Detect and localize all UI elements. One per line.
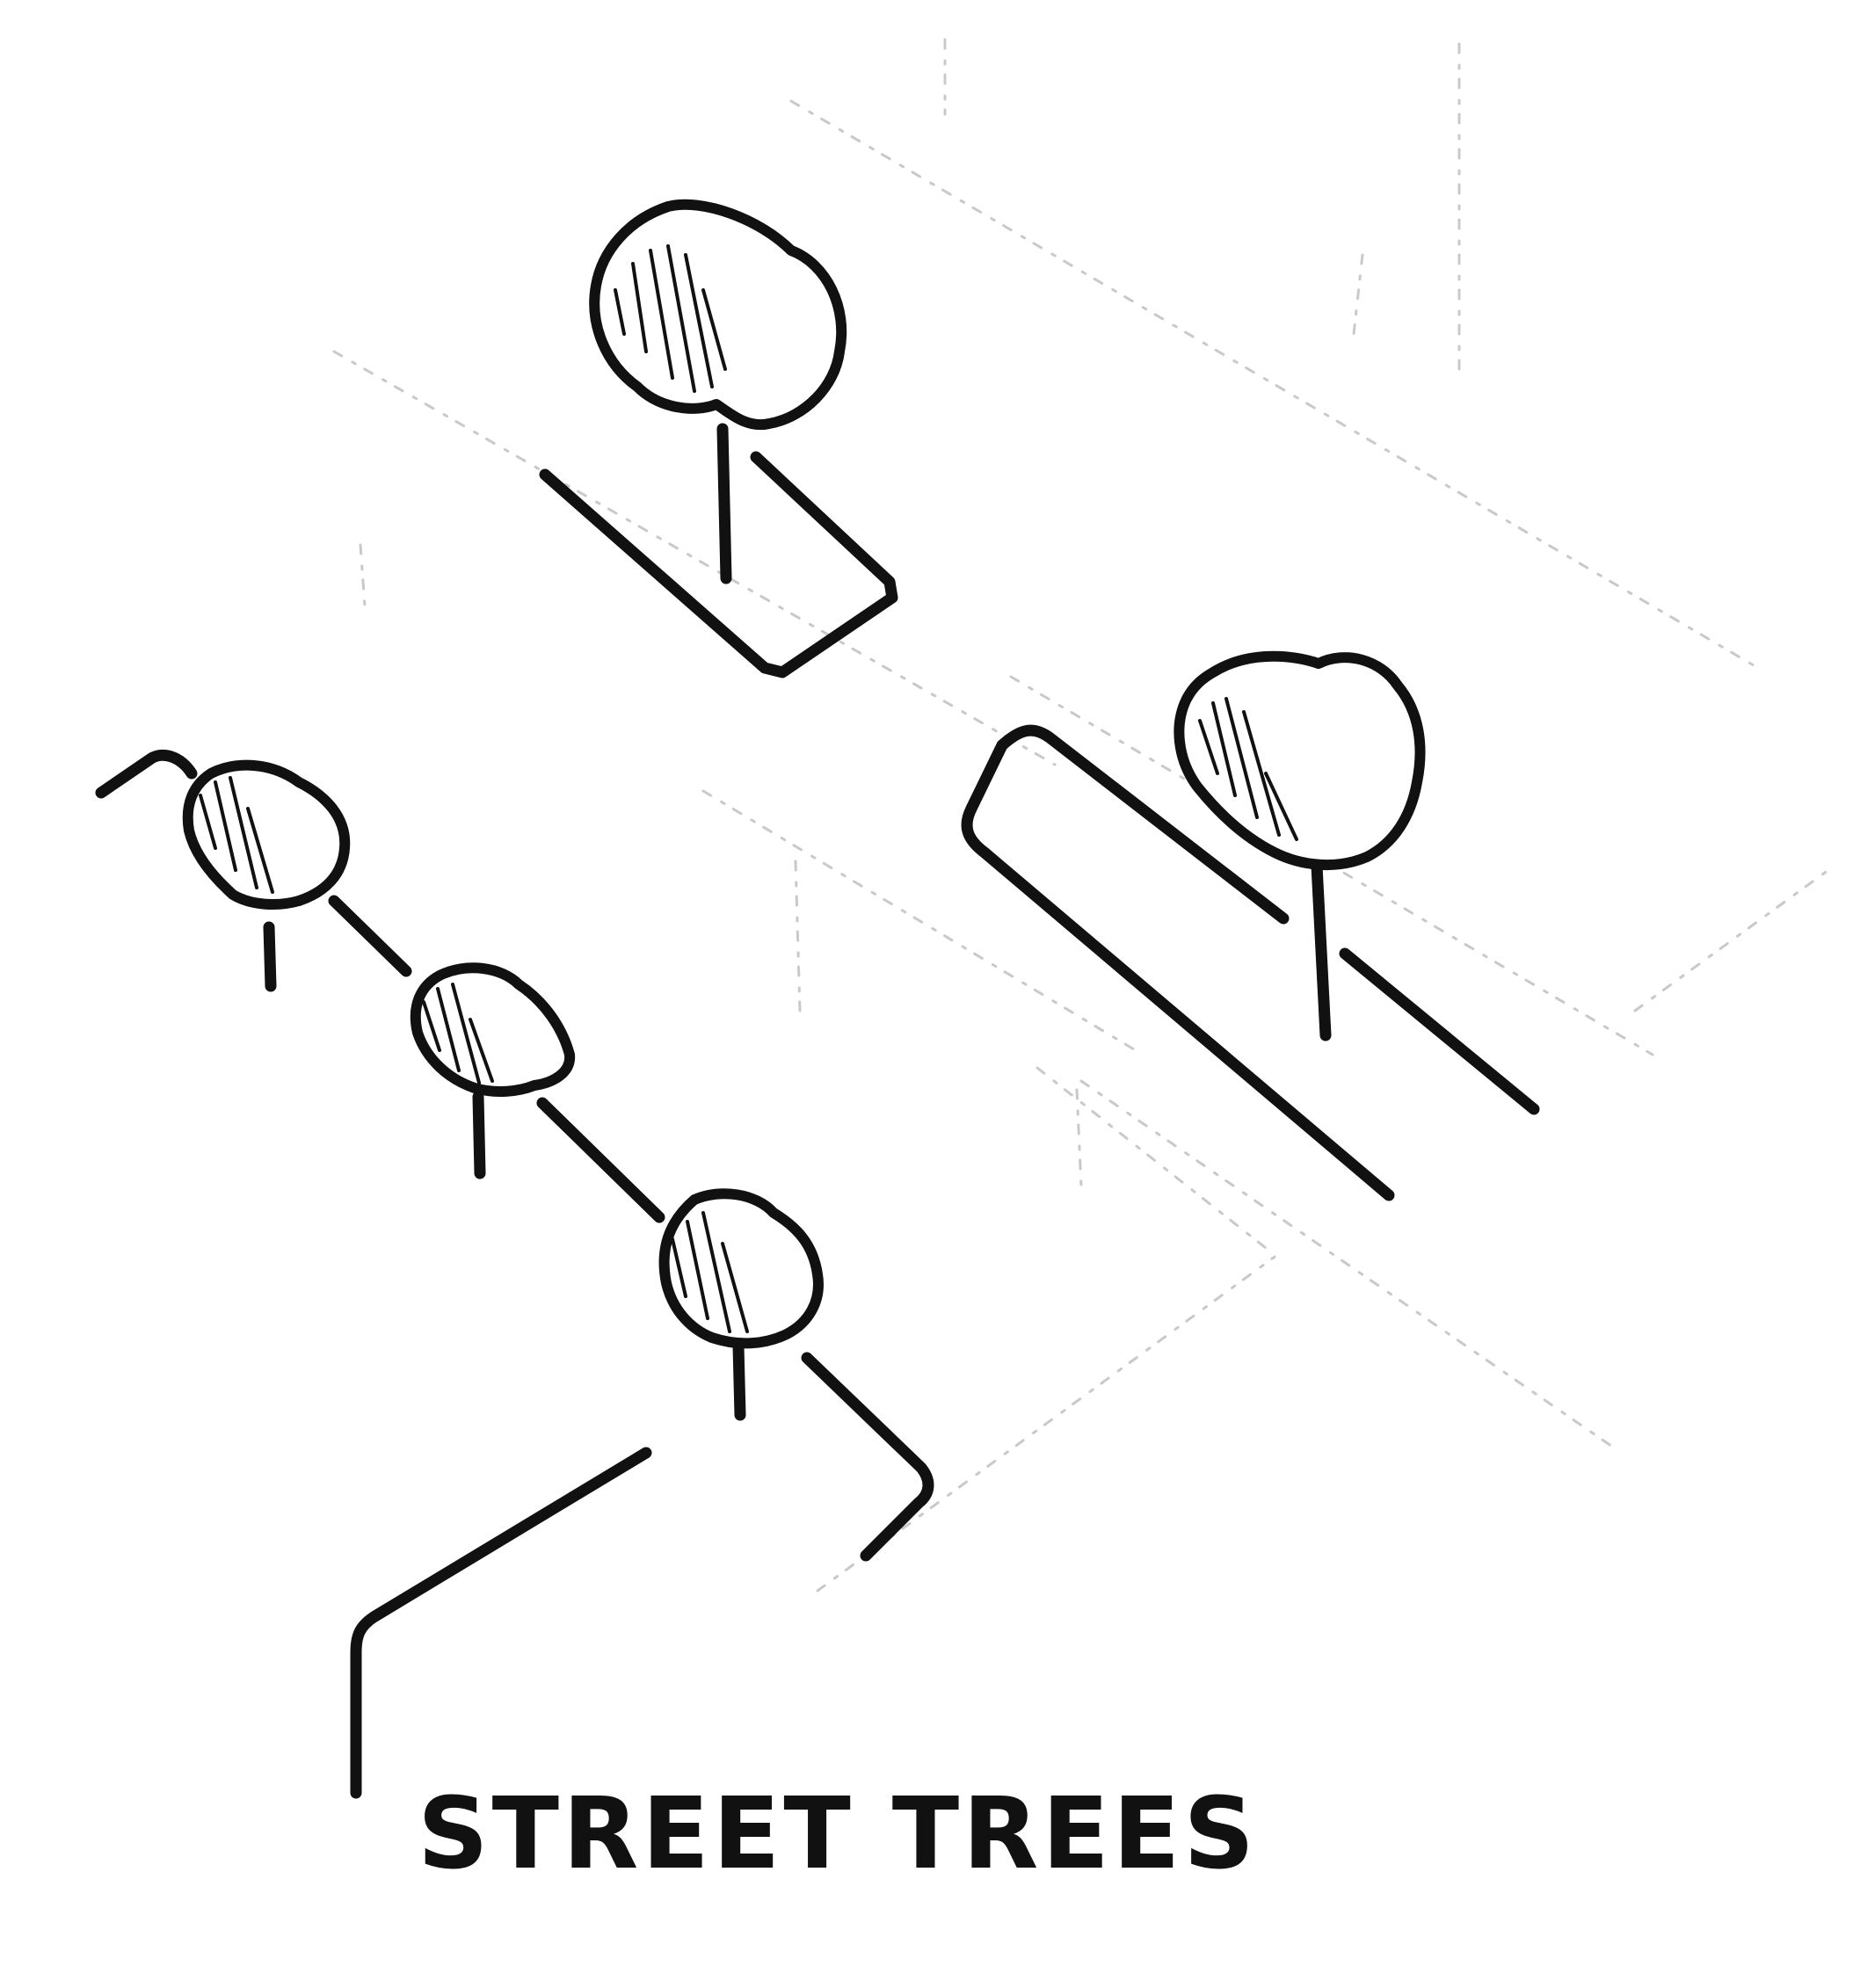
tree-trunk-top [716,423,732,584]
row-tree-2-trunk [472,1091,486,1179]
planter-outline-right [961,724,1395,1201]
row-tree-1-shading [199,776,274,894]
street-tree-top [539,199,898,678]
sidewalk-edge-top-left [95,749,198,799]
tree-trunk-right [1311,860,1332,1041]
row-segment-2 [536,1097,665,1223]
tree-canopy-right [1174,650,1426,870]
row-tree-3-shading [671,1211,749,1333]
row-tree-1-canopy [182,759,351,910]
row-tree-3-canopy [658,1188,824,1349]
caption-label: STREET TREES [418,1777,1258,1891]
tree-canopy-top [589,199,847,431]
canopy-shading-top [614,244,727,393]
row-tree-1-trunk [263,921,277,992]
row-tree-3-trunk [732,1340,746,1421]
planter-outline-top [539,451,898,678]
canopy-shading-right [1198,697,1298,841]
row-tree-2-canopy [410,962,576,1097]
row-tree-2-shading [422,983,494,1085]
street-tree-right [961,650,1540,1201]
row-segment-3 [801,1352,934,1562]
street-tree-row [95,749,934,1562]
faint-guide-lines [332,38,1830,1593]
caption-leader-line [350,1447,652,1799]
row-segment-1 [328,895,412,977]
planter-line-right [1339,947,1540,1115]
